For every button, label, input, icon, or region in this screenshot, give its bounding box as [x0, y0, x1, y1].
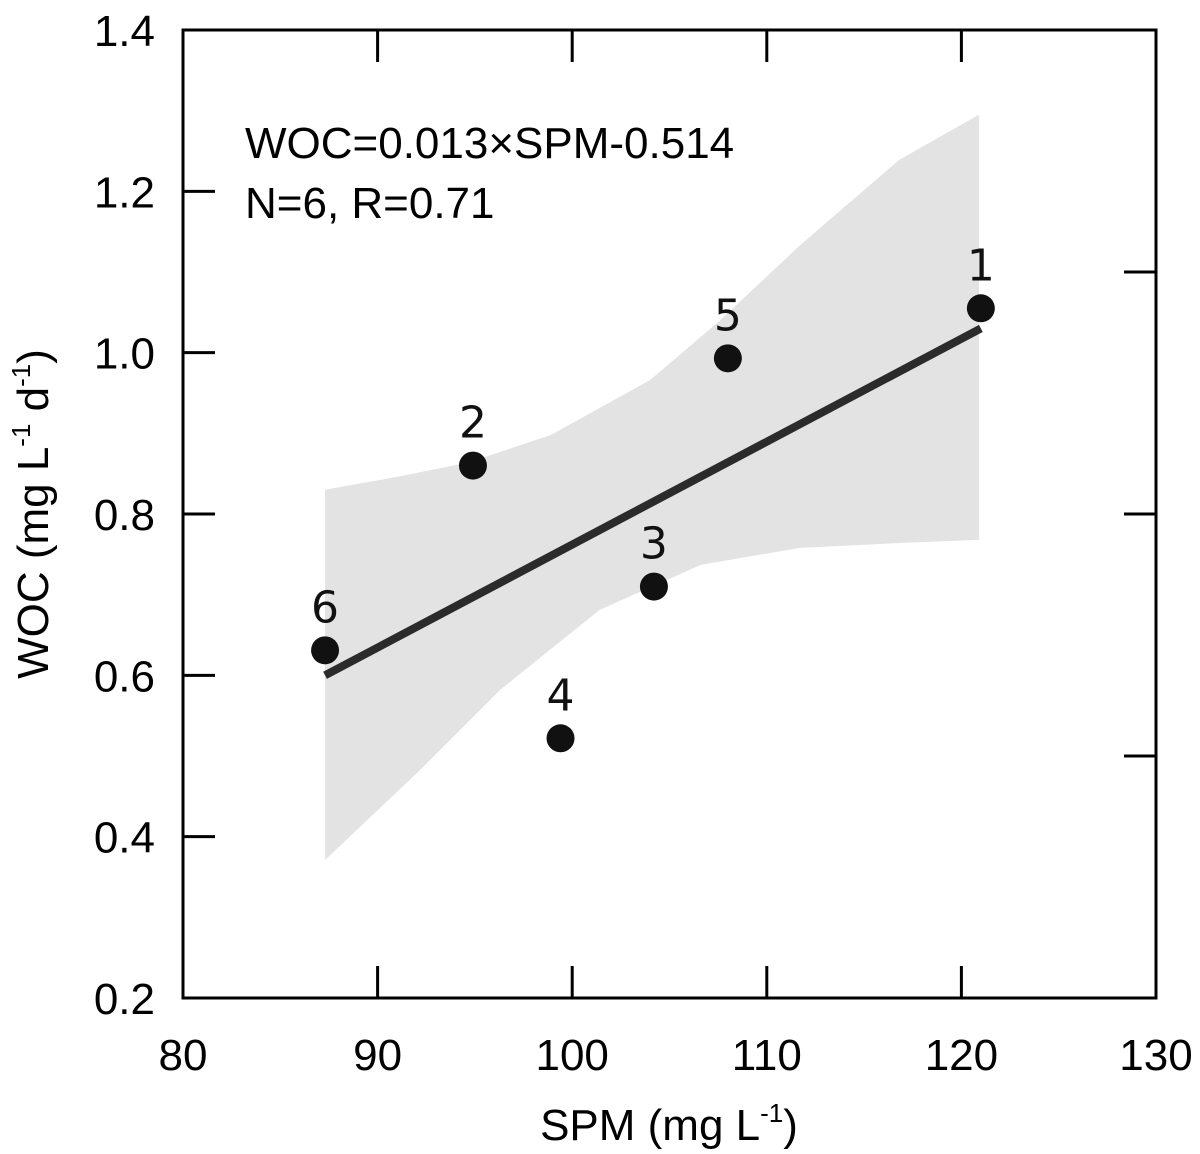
- data-point-2: [458, 451, 487, 480]
- point-label-5: 5: [714, 290, 742, 341]
- point-label-2: 2: [459, 398, 487, 449]
- x-tick-label: 130: [1119, 1031, 1192, 1080]
- y-tick-label: 1.0: [94, 330, 155, 379]
- y-axis-title: WOC (mg L-1 d-1): [6, 349, 58, 679]
- data-point-4: [546, 724, 575, 753]
- y-tick-label: 1.4: [94, 7, 155, 56]
- data-point-5: [713, 344, 742, 373]
- regression-line: [323, 324, 983, 679]
- x-tick-label: 100: [535, 1031, 608, 1080]
- confidence-band: [325, 114, 979, 861]
- equation-annotation: WOC=0.013×SPM-0.514: [245, 119, 734, 168]
- y-tick-label: 0.2: [94, 975, 155, 1024]
- x-tick-label: 90: [353, 1031, 402, 1080]
- points-layer: 1 2 3 4 5 6: [311, 240, 995, 753]
- y-tick-label: 1.2: [94, 168, 155, 217]
- confidence-band-layer: [325, 114, 979, 861]
- y-tick-label: 0.4: [94, 814, 155, 863]
- point-label-3: 3: [640, 519, 668, 570]
- data-point-1: [966, 294, 995, 323]
- point-label-4: 4: [547, 670, 575, 721]
- x-tick-label: 110: [732, 1031, 802, 1080]
- fit-line-layer: [323, 324, 983, 679]
- data-point-6: [311, 636, 340, 665]
- x-tick-label: 80: [159, 1031, 208, 1080]
- stats-annotation: N=6, R=0.71: [245, 179, 495, 228]
- ticks-layer: 80 90 100 110 120 130 0.2 0.4 0.6 0.8 1.0 1.2 1.4: [94, 7, 1193, 1080]
- point-label-1: 1: [967, 240, 995, 291]
- y-tick-label: 0.6: [94, 652, 155, 701]
- data-point-3: [639, 572, 668, 601]
- x-tick-label: 120: [925, 1031, 998, 1080]
- x-axis-title: SPM (mg L-1): [540, 1098, 798, 1150]
- y-tick-label: 0.8: [94, 491, 155, 540]
- point-label-6: 6: [311, 582, 339, 633]
